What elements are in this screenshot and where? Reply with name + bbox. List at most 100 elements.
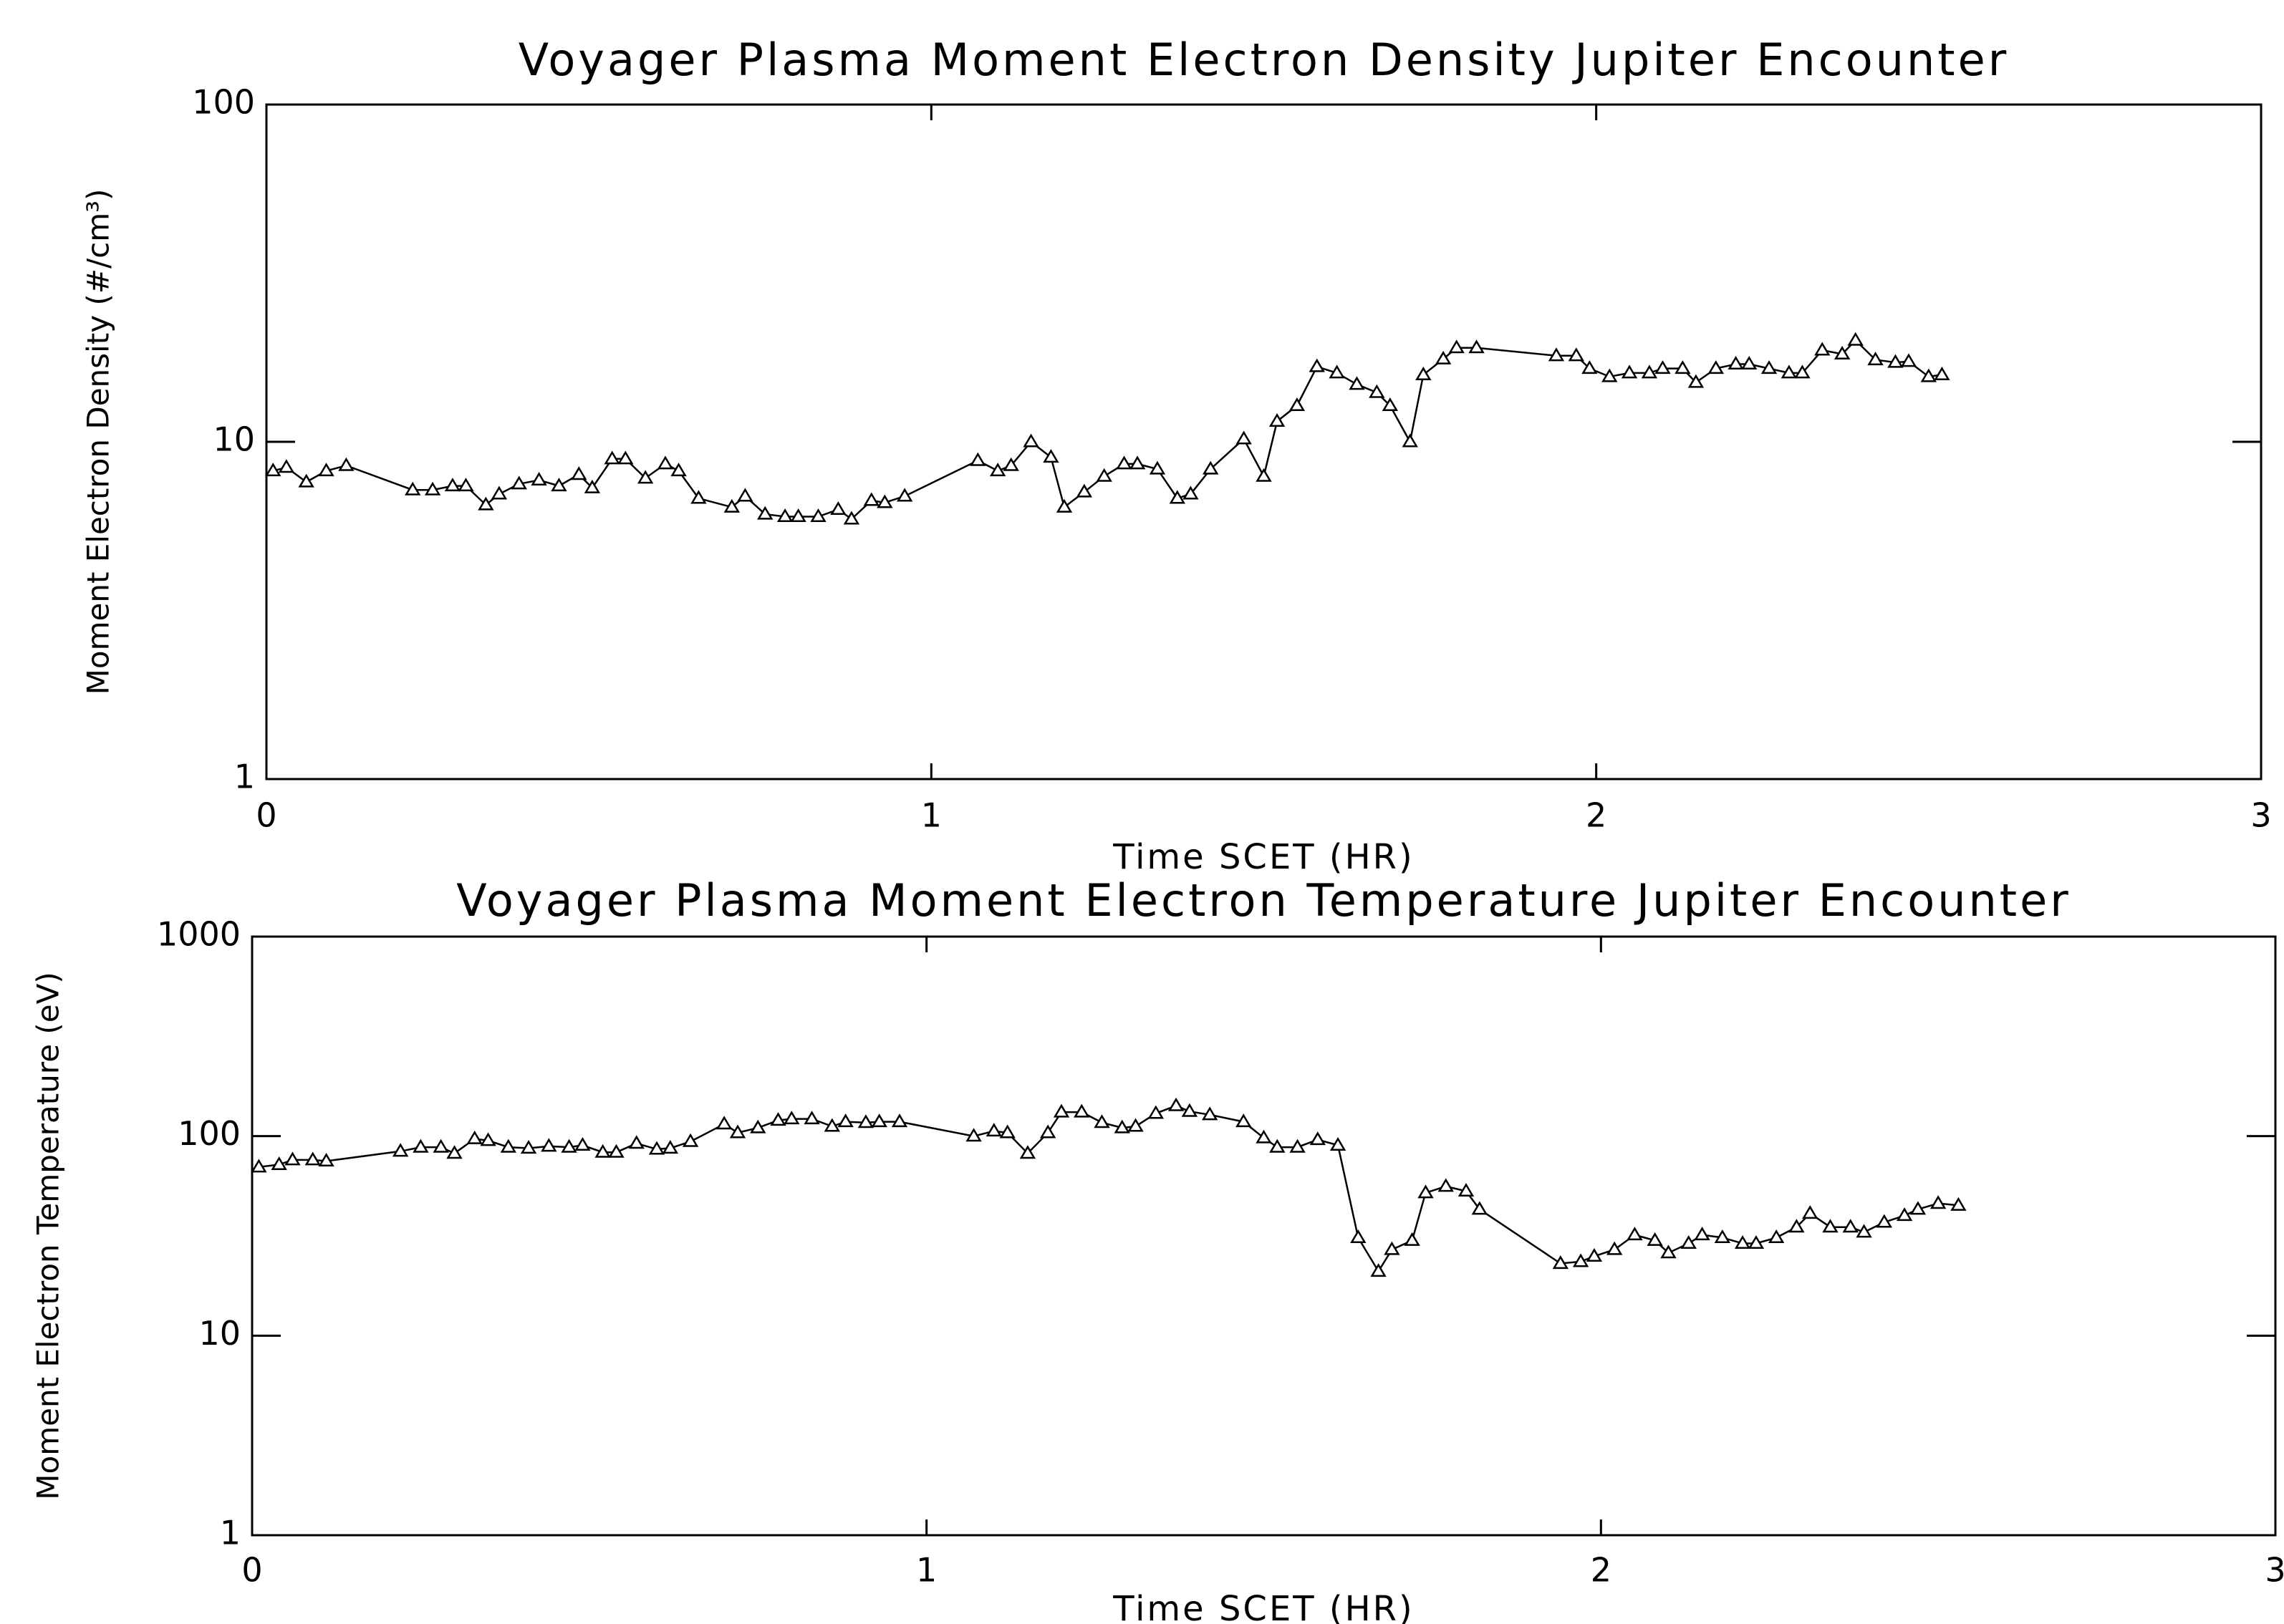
marker <box>1802 1205 1818 1219</box>
marker <box>491 485 508 500</box>
marker <box>594 1144 611 1158</box>
marker <box>1235 430 1252 445</box>
marker <box>965 1128 982 1142</box>
marker <box>770 1112 786 1126</box>
marker <box>1039 1124 1056 1139</box>
marker <box>690 490 707 504</box>
marker <box>424 481 441 496</box>
marker <box>790 508 806 523</box>
marker <box>1606 1241 1623 1255</box>
marker <box>1601 368 1618 382</box>
marker <box>1760 360 1778 374</box>
marker <box>1289 1139 1306 1153</box>
marker <box>1867 352 1884 366</box>
marker <box>604 450 620 465</box>
marker <box>1552 1255 1569 1270</box>
marker <box>284 1151 301 1166</box>
marker <box>1950 1197 1967 1211</box>
marker <box>1934 366 1950 380</box>
marker <box>1768 1229 1785 1243</box>
marker <box>1572 1253 1589 1267</box>
marker <box>584 479 601 493</box>
marker <box>1074 1103 1090 1118</box>
marker <box>1621 364 1638 379</box>
marker <box>1023 433 1039 448</box>
marker <box>857 1114 874 1128</box>
marker <box>1641 364 1658 379</box>
marker <box>1627 1227 1643 1241</box>
marker <box>662 1140 679 1154</box>
x-tick-label: 3 <box>2250 796 2271 835</box>
marker <box>1201 1106 1218 1121</box>
chart-title: Voyager Plasma Moment Electron Density J… <box>519 34 2009 86</box>
plot-frame <box>251 935 2277 1537</box>
plot-frame <box>265 103 2263 780</box>
marker <box>1707 360 1724 374</box>
marker <box>392 1143 409 1157</box>
y-tick-label: 10 <box>198 1314 241 1353</box>
marker <box>446 1145 463 1159</box>
marker <box>1382 397 1399 412</box>
marker <box>1887 354 1904 368</box>
marker <box>1269 1139 1286 1153</box>
marker <box>1437 1178 1454 1192</box>
marker <box>1471 1201 1488 1215</box>
marker <box>804 1111 820 1125</box>
marker <box>265 463 281 477</box>
marker <box>1900 353 1917 367</box>
marker <box>871 1113 887 1128</box>
marker <box>648 1141 665 1155</box>
y-axis-label: Moment Electron Temperature (eV) <box>31 972 66 1499</box>
x-tick-label: 3 <box>2265 1551 2284 1590</box>
marker <box>1876 1214 1893 1228</box>
marker <box>843 511 860 525</box>
marker <box>1909 1201 1927 1215</box>
marker <box>1147 1105 1165 1119</box>
marker <box>1548 347 1565 362</box>
marker <box>1003 457 1019 471</box>
marker <box>561 1139 577 1153</box>
marker <box>1127 1118 1144 1132</box>
marker <box>458 478 474 492</box>
marker <box>1402 433 1418 448</box>
marker <box>1129 455 1146 470</box>
marker <box>1814 342 1831 356</box>
marker <box>1235 1113 1252 1128</box>
marker <box>1586 1247 1603 1262</box>
marker <box>304 1151 321 1166</box>
marker <box>1734 1235 1751 1250</box>
marker <box>531 471 547 486</box>
marker <box>1203 460 1219 475</box>
x-axis-label: Time SCET (HR) <box>1112 1589 1415 1624</box>
marker <box>478 496 494 511</box>
marker <box>1384 1241 1400 1255</box>
marker <box>1181 1103 1198 1117</box>
marker <box>1680 1235 1697 1250</box>
marker <box>1256 1129 1272 1144</box>
marker <box>986 1123 1003 1137</box>
marker <box>466 1130 483 1144</box>
marker <box>824 1118 841 1132</box>
marker <box>1842 1219 1859 1233</box>
marker <box>617 450 634 465</box>
marker <box>1660 1244 1677 1259</box>
marker <box>1019 1145 1036 1159</box>
marker <box>271 1156 287 1170</box>
marker <box>541 1138 557 1152</box>
marker <box>1448 339 1465 354</box>
x-tick-label: 2 <box>1586 796 1606 835</box>
marker <box>251 1159 267 1173</box>
marker <box>1053 1103 1070 1118</box>
marker <box>1329 1136 1346 1151</box>
y-axis-label: Moment Electron Density (#/cm³) <box>81 189 116 695</box>
y-tick-label: 10 <box>213 420 255 459</box>
marker <box>1369 384 1385 398</box>
marker <box>1415 366 1432 380</box>
marker <box>1370 1263 1387 1277</box>
marker <box>1748 1235 1765 1250</box>
marker <box>1435 350 1452 364</box>
marker <box>989 463 1006 477</box>
marker <box>1788 1219 1805 1233</box>
y-tick-label: 100 <box>178 1114 241 1153</box>
marker <box>1714 1229 1731 1243</box>
